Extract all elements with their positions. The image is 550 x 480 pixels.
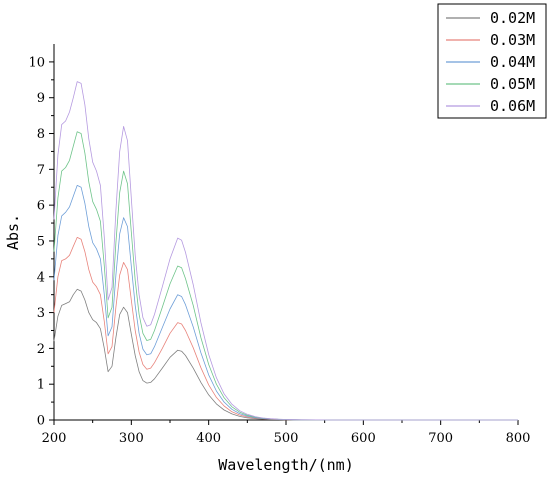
series-line: [53, 288, 518, 421]
x-tick-label: 300: [119, 431, 144, 446]
x-tick-label: 700: [428, 431, 453, 446]
x-tick-label: 500: [274, 431, 299, 446]
legend-label: 0.04M: [490, 53, 535, 71]
y-tick-label: 7: [37, 163, 45, 178]
x-axis: 200 300 400 500 600 700 800: [42, 420, 531, 446]
x-tick-label: 200: [42, 431, 67, 446]
legend-label: 0.05M: [490, 75, 535, 93]
y-tick-label: 0: [37, 414, 45, 429]
series-layer: [53, 81, 518, 421]
y-tick-label: 10: [28, 55, 45, 70]
y-tick-label: 8: [37, 127, 45, 142]
y-tick-label: 6: [37, 199, 45, 214]
y-tick-label: 9: [37, 91, 45, 106]
x-tick-label: 800: [506, 431, 531, 446]
x-axis-title: Wavelength/(nm): [218, 456, 353, 474]
y-tick-label: 5: [37, 234, 45, 249]
y-tick-label: 4: [37, 270, 45, 285]
legend-label: 0.02M: [490, 9, 535, 27]
y-tick-label: 2: [37, 342, 45, 357]
x-tick-label: 600: [351, 431, 376, 446]
series-line: [53, 184, 518, 421]
legend-box: [437, 3, 547, 119]
legend-label: 0.03M: [490, 31, 535, 49]
y-tick-label: 1: [37, 378, 45, 393]
y-axis: 0 1 2 3 4 5 6 7 8 9 10: [28, 55, 54, 429]
y-axis-title: Abs.: [4, 214, 22, 250]
legend-label: 0.06M: [490, 97, 535, 115]
series-line: [53, 81, 518, 421]
legend: 0.02M 0.03M 0.04M 0.05M 0.06M: [437, 3, 547, 119]
y-tick-label: 3: [37, 306, 45, 321]
series-line: [53, 131, 518, 421]
x-tick-label: 400: [196, 431, 221, 446]
series-line: [53, 236, 518, 421]
